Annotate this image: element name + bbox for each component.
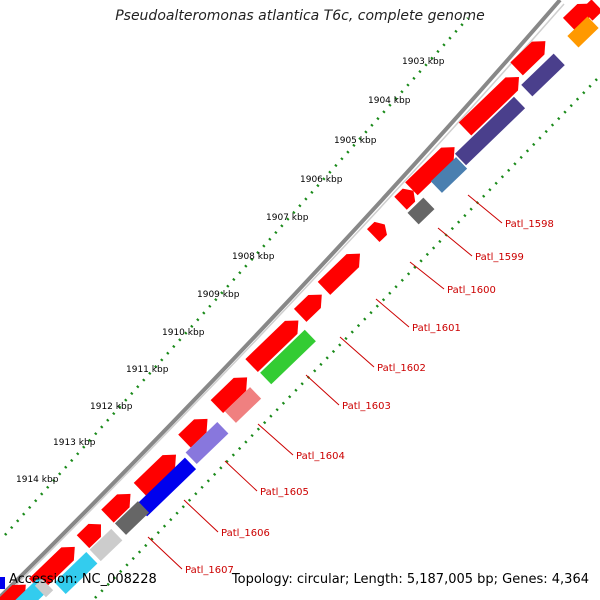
kbp-tick-label: 1904 kbp: [368, 96, 411, 106]
gene-leader-line: [437, 227, 473, 257]
cds-arrow: [293, 294, 322, 322]
gene-leader-line: [339, 336, 375, 368]
genome-summary-text: Topology: circular; Length: 5,187,005 bp…: [231, 572, 589, 587]
kbp-tick-label: 1906 kbp: [300, 175, 343, 185]
cds-arrow: [366, 221, 387, 243]
genome-backbone-shadow: [0, 3, 565, 600]
cds-arrow: [101, 493, 131, 523]
cog-segment: [185, 421, 229, 465]
gene-label: Patl_1604: [296, 451, 345, 462]
kbp-tick-label: 1911 kbp: [126, 365, 169, 375]
cog-segment: [454, 96, 526, 166]
gene-label: Patl_1602: [377, 363, 426, 374]
gene-leader-line: [147, 536, 183, 570]
kbp-tick-label: 1913 kbp: [53, 438, 96, 448]
cds-arrow: [405, 147, 455, 196]
cds-arrow: [394, 188, 416, 210]
gene-label: Patl_1606: [221, 528, 270, 539]
kbp-tick-label: 1905 kbp: [334, 136, 377, 146]
gene-label: Patl_1598: [505, 219, 554, 230]
cog-segment: [54, 551, 98, 595]
map-title: Pseudoalteromonas atlantica T6c, complet…: [115, 8, 485, 24]
kbp-tick-label: 1909 kbp: [197, 290, 240, 300]
cds-arrow: [133, 454, 176, 496]
kbp-tick-label: 1907 kbp: [266, 213, 309, 223]
gene-label: Patl_1603: [342, 401, 391, 412]
cog-segment: [581, 0, 600, 21]
gene-label: Patl_1601: [412, 323, 461, 334]
gene-label: Patl_1607: [185, 565, 234, 576]
accession-text: Accession: NC_008228: [9, 572, 157, 587]
tick-guide-inner: [94, 77, 599, 599]
kbp-tick-label: 1908 kbp: [232, 252, 275, 262]
cog-segment: [114, 501, 150, 535]
cog-segment: [260, 329, 316, 385]
tick-layer: 1903 kbp 1904 kbp 1905 kbp 1906 kbp 1907 kbp…: [4, 17, 599, 599]
cog-segment: [89, 528, 123, 562]
cog-segment: [135, 457, 197, 517]
gene-label: Patl_1600: [447, 285, 496, 296]
cds-arrow: [510, 41, 546, 76]
gene-label: Patl_1599: [475, 252, 524, 263]
gene-leader-line: [224, 460, 258, 492]
kbp-tick-label: 1912 kbp: [90, 402, 133, 412]
cds-arrow: [245, 320, 299, 373]
cog-segment: [407, 197, 435, 225]
gene-leader-line: [257, 423, 294, 456]
cds-arrow: [76, 523, 101, 549]
cds-arrow: [0, 584, 26, 600]
gene-leader-line: [409, 261, 445, 290]
gene-leader-line: [305, 374, 340, 406]
kbp-tick-label: 1914 kbp: [16, 475, 59, 485]
cog-segment: [521, 53, 565, 97]
genome-backbone: [0, 0, 562, 599]
cog-segment: [224, 387, 262, 423]
gene-label-layer: Patl_1598 Patl_1599 Patl_1600 Patl_1601 Patl…: [147, 194, 554, 576]
gene-leader-line: [467, 194, 503, 224]
corner-marker: [0, 577, 5, 589]
cog-segment: [430, 157, 468, 193]
gene-leader-line: [375, 298, 410, 328]
cog-segment: [567, 16, 599, 48]
kbp-tick-label: 1910 kbp: [162, 328, 205, 338]
cds-arrow: [178, 418, 208, 448]
cds-arrow: [317, 253, 360, 295]
gene-label: Patl_1605: [260, 487, 309, 498]
gene-leader-line: [183, 499, 219, 533]
kbp-tick-label: 1903 kbp: [402, 57, 445, 67]
cog-segment: [34, 578, 54, 598]
cds-arrow: [210, 377, 248, 414]
cds-arrow: [458, 76, 519, 136]
